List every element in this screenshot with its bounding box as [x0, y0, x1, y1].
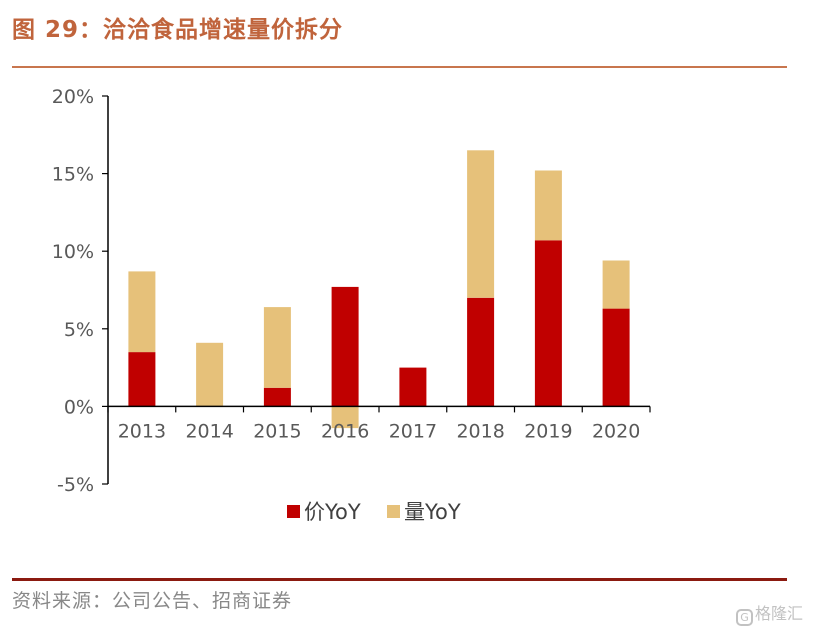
source-divider [12, 578, 787, 581]
x-tick-label: 2017 [389, 420, 437, 442]
bar-2014-series-1 [196, 342, 224, 407]
bar-2016-series-1 [331, 406, 359, 429]
bar-2018-series-1 [467, 150, 495, 298]
page-title: 图 29：洽洽食品增速量价拆分 [12, 17, 344, 43]
legend-swatch [287, 505, 300, 518]
y-tick-label: -5% [57, 474, 94, 496]
y-tick-label: 5% [64, 319, 94, 341]
bar-2020-series-1 [602, 260, 630, 309]
watermark-text: 格隆汇 [755, 604, 804, 623]
watermark-logo-icon: G [736, 609, 753, 626]
bars-layer [128, 150, 630, 429]
y-tick-label: 20% [52, 86, 94, 108]
stacked-bar-chart: -5% 0% 5% 10% 15% 20% 2013 2014 2015 2016 2017 2018… [52, 86, 651, 524]
x-tick-label: 2014 [185, 420, 233, 442]
axes-layer: -5% 0% 5% 10% 15% 20% 2013 2014 2015 2016 2017 2018… [52, 86, 651, 496]
bar-2018-series-0 [467, 297, 495, 407]
x-tick-label: 2019 [524, 420, 572, 442]
bar-2015-series-1 [263, 307, 291, 388]
y-tick-label: 15% [52, 164, 94, 186]
legend-swatch [387, 505, 400, 518]
source-note: 资料来源：公司公告、招商证券 [12, 590, 293, 612]
watermark: G 格隆汇 [736, 600, 803, 626]
y-tick-label: 10% [52, 241, 94, 263]
bar-2015-series-0 [263, 387, 291, 407]
title-divider [12, 66, 787, 68]
bar-2020-series-0 [602, 308, 630, 407]
x-tick-label: 2018 [456, 420, 504, 442]
legend-label: 价YoY [304, 500, 361, 524]
bar-2013-series-1 [128, 271, 156, 353]
y-tick-label: 0% [64, 396, 94, 418]
legend-label: 量YoY [404, 500, 461, 524]
x-tick-label: 2016 [321, 420, 369, 442]
x-tick-label: 2020 [592, 420, 640, 442]
bar-2019-series-1 [534, 170, 562, 241]
x-tick-label: 2013 [118, 420, 166, 442]
bar-2017-series-0 [399, 367, 427, 407]
legend: 价YoY 量YoY [287, 500, 461, 524]
bar-2019-series-0 [534, 240, 562, 407]
bar-2016-series-0 [331, 286, 359, 407]
x-tick-label: 2015 [253, 420, 301, 442]
bar-2013-series-0 [128, 352, 156, 407]
